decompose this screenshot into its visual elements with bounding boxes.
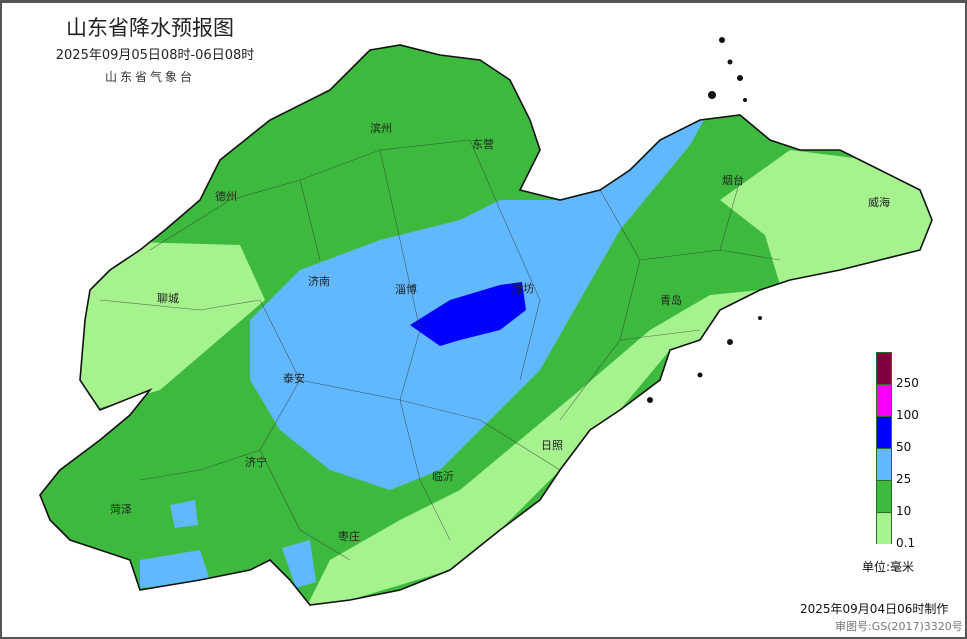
legend-label: 250	[896, 376, 919, 390]
rain-zone-25-50-zaozhuang	[282, 540, 316, 588]
map-title: 山东省降水预报图	[66, 16, 234, 40]
map-approval-number: 审图号:GS(2017)3320号	[835, 620, 963, 633]
production-time: 2025年09月04日06时制作	[800, 602, 949, 616]
color-legend: 250 100 50 25 10 0.1	[876, 352, 919, 550]
city-label: 济南	[308, 274, 330, 288]
organization: 山东省气象台	[104, 70, 195, 84]
rain-zone-light-southeast	[300, 290, 760, 605]
legend-swatch-250plus	[876, 352, 892, 384]
city-label: 聊城	[157, 291, 179, 305]
legend-label: 25	[896, 472, 912, 486]
city-label: 烟台	[722, 173, 744, 187]
legend-swatch-50-100	[876, 416, 892, 448]
city-label: 枣庄	[338, 529, 360, 543]
county-borders	[99, 139, 781, 561]
city-label: 青岛	[660, 293, 682, 307]
map-subtitle: 2025年09月05日08时-06日08时	[55, 48, 255, 63]
city-label: 德州	[215, 189, 237, 203]
city-label: 威海	[868, 195, 890, 209]
city-label: 潍坊	[512, 281, 534, 295]
city-label: 临沂	[432, 469, 454, 483]
city-label: 菏泽	[110, 503, 132, 516]
rain-zone-25-50-heze	[170, 500, 198, 528]
legend-swatch-0.1-10	[876, 512, 892, 544]
legend-label: 100	[896, 408, 919, 422]
islands	[647, 37, 762, 403]
legend-swatch-100-250	[876, 384, 892, 416]
city-labels: 滨州 东营 德州 烟台 威海 聊城 济南 淄博 潍坊 青岛 泰安 日照 济宁 临…	[110, 121, 890, 543]
city-label: 东营	[472, 137, 494, 151]
legend-swatch-25-50	[876, 448, 892, 480]
city-label: 日照	[541, 439, 563, 452]
legend-unit: 单位:毫米	[862, 560, 915, 574]
legend-label: 0.1	[896, 536, 916, 550]
legend-swatch-10-25	[876, 480, 892, 512]
legend-label: 50	[896, 440, 912, 454]
rain-zone-light-liaocheng	[60, 240, 265, 420]
rain-zone-50-100	[410, 282, 526, 346]
city-label: 济宁	[245, 455, 267, 469]
city-label: 泰安	[283, 371, 305, 385]
city-label: 滨州	[370, 121, 392, 135]
rain-zone-light-peninsula	[720, 150, 932, 285]
legend-label: 10	[896, 504, 912, 518]
city-label: 淄博	[395, 283, 417, 296]
rain-zone-25-50-south	[140, 550, 210, 588]
